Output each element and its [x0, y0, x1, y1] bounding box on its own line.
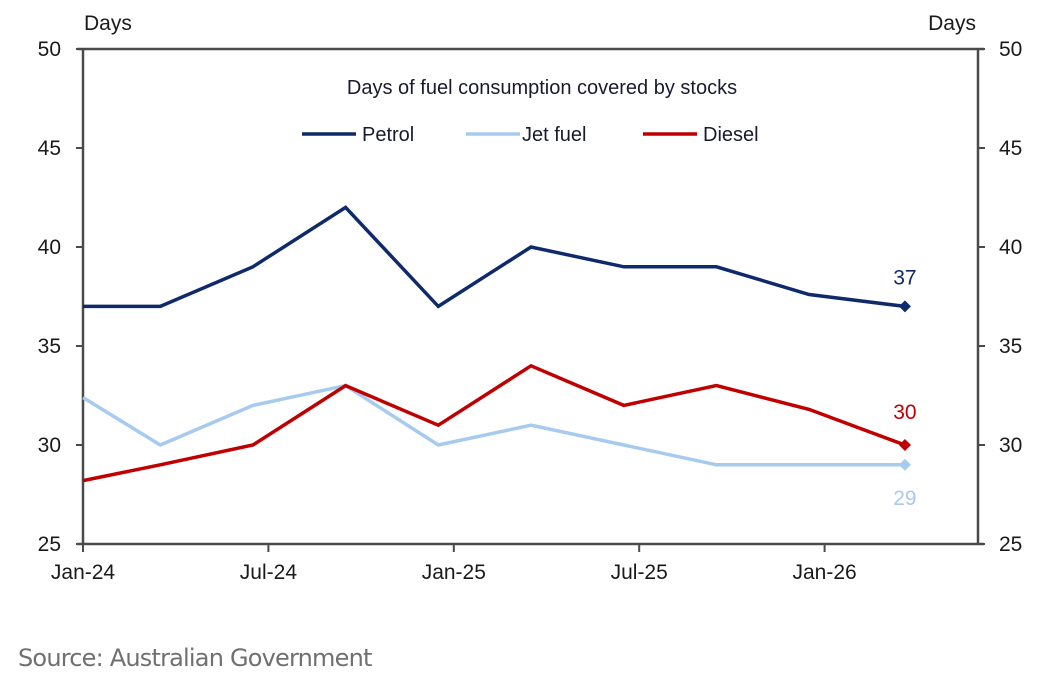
x-tick-label: Jul-25	[611, 561, 668, 584]
y-tick-label-right: 50	[999, 38, 1022, 61]
series-group: 37 29 30	[82, 205, 917, 510]
axes	[77, 47, 984, 546]
legend-label-petrol: Petrol	[362, 124, 414, 146]
series-line-petrol	[83, 205, 906, 309]
y-tick-label-right: 40	[999, 236, 1022, 259]
end-label-petrol: 37	[893, 266, 916, 289]
x-tick-label: Jul-24	[240, 561, 298, 584]
legend-label-jet-fuel: Jet fuel	[522, 124, 586, 146]
x-tick-label: Jan-25	[422, 561, 486, 584]
x-axis: Jan-24 Jul-24 Jan-25 Jul-25 Jan-26	[51, 544, 857, 584]
y-tick-label-left: 40	[38, 236, 61, 259]
x-tick-label: Jan-26	[792, 561, 856, 584]
end-marker-petrol	[898, 300, 911, 313]
end-marker-jet-fuel	[898, 458, 911, 471]
y-tick-label-left: 45	[38, 137, 61, 160]
series-line-diesel	[82, 363, 906, 483]
y-tick-label-right: 35	[999, 335, 1022, 358]
end-label-jet-fuel: 29	[893, 487, 916, 510]
y-tick-label-left: 30	[38, 434, 61, 457]
y-tick-label-left: 50	[38, 38, 61, 61]
y-tick-label-right: 25	[999, 533, 1022, 556]
y-axis-left-unit: Days	[84, 12, 132, 35]
x-tick-label: Jan-24	[51, 561, 116, 584]
series-line-jet-fuel	[82, 383, 905, 467]
end-label-diesel: 30	[893, 401, 916, 424]
y-tick-label-left: 25	[38, 533, 61, 556]
y-axis-right: 25 30 35 40 45 50	[978, 38, 1022, 556]
y-axis-left: 25 30 35 40 45 50	[38, 38, 83, 556]
source-note: Source: Australian Government	[18, 644, 372, 672]
chart-title: Days of fuel consumption covered by stoc…	[347, 77, 737, 99]
y-tick-label-right: 45	[999, 137, 1022, 160]
y-tick-label-right: 30	[999, 434, 1022, 457]
end-marker-diesel	[898, 439, 911, 451]
y-tick-label-left: 35	[38, 335, 61, 358]
legend: Petrol Jet fuel Diesel	[302, 124, 759, 146]
y-axis-right-unit: Days	[928, 12, 976, 35]
legend-label-diesel: Diesel	[703, 124, 759, 146]
